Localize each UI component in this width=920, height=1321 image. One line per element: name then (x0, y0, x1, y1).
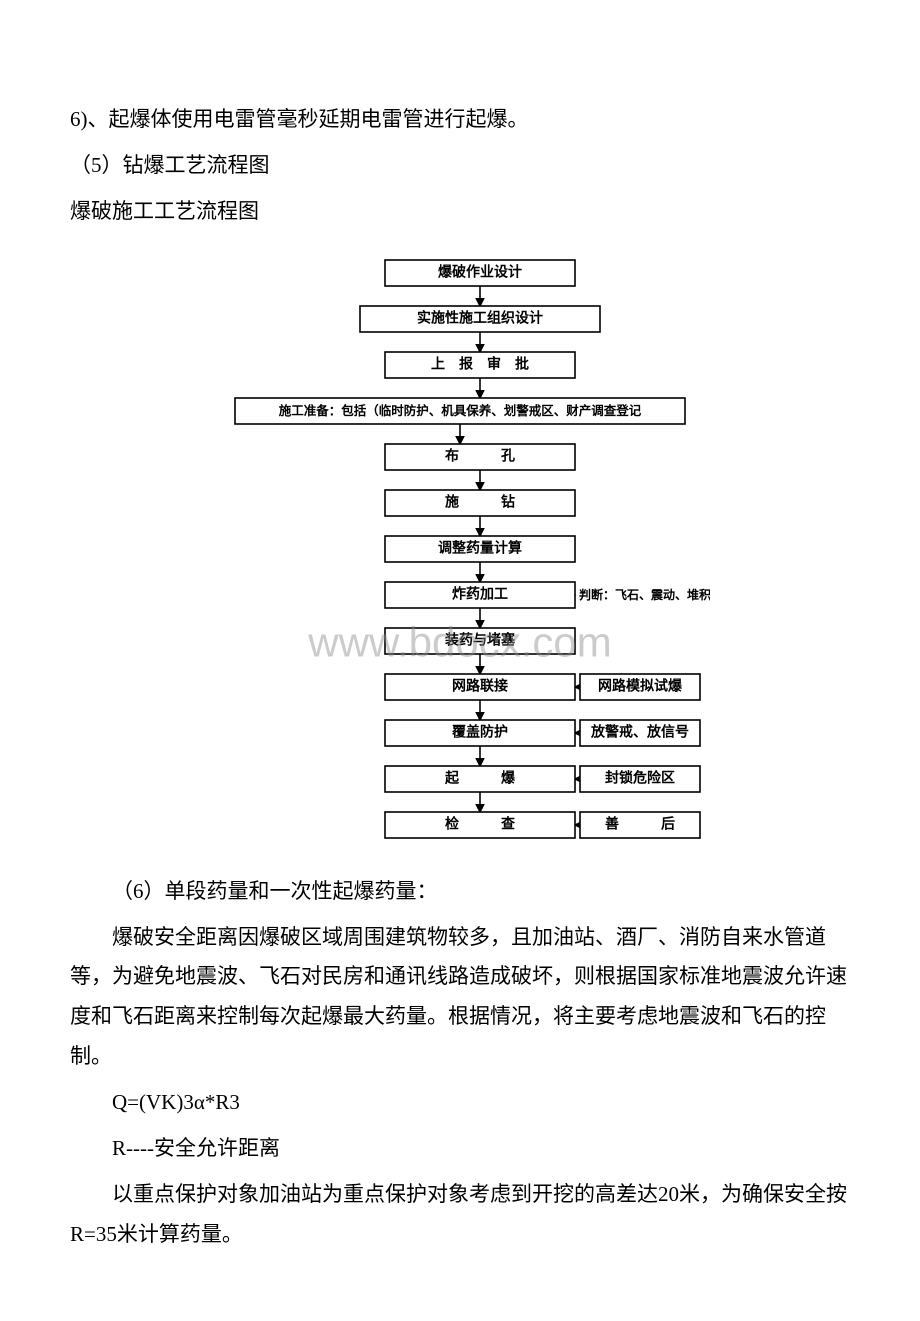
watermark-text: www.bdocx.com (307, 618, 611, 665)
svg-text:施 钻: 施 钻 (445, 493, 515, 510)
svg-text:调整药量计算: 调整药量计算 (438, 539, 522, 556)
text: 以重点保护对象加油站为重点保护对象考虑到开挖的高差达20米，为确保安全按R=35… (70, 1182, 847, 1246)
svg-text:判断：飞石、震动、堆积: 判断：飞石、震动、堆积 (579, 587, 710, 602)
svg-text:施工准备：包括（临时防护、机具保养、划警戒区、财产调查登记: 施工准备：包括（临时防护、机具保养、划警戒区、财产调查登记 (279, 403, 642, 418)
svg-text:封锁危险区: 封锁危险区 (605, 769, 675, 786)
paragraph-8: Q=(VK)3α*R3 (70, 1083, 850, 1123)
text: （6）单段药量和一次性起爆药量： (112, 879, 438, 903)
text: （5）钻爆工艺流程图 (70, 153, 270, 177)
text: 爆破安全距离因爆破区域周围建筑物较多，且加油站、酒厂、消防自来水管道等，为避免地… (70, 925, 847, 1069)
paragraph-1: 6)、起爆体使用电雷管毫秒延期电雷管进行起爆。 (70, 100, 850, 140)
svg-text:上 报 审 批: 上 报 审 批 (431, 355, 529, 372)
paragraph-7: 爆破安全距离因爆破区域周围建筑物较多，且加油站、酒厂、消防自来水管道等，为避免地… (70, 918, 850, 1078)
paragraph-6: （6）单段药量和一次性起爆药量： (70, 872, 850, 912)
paragraph-10: 以重点保护对象加油站为重点保护对象考虑到开挖的高差达20米，为确保安全按R=35… (70, 1175, 850, 1255)
text: R----安全允许距离 (112, 1136, 280, 1160)
svg-text:布 孔: 布 孔 (445, 447, 515, 464)
svg-text:实施性施工组织设计: 实施性施工组织设计 (417, 309, 543, 326)
svg-text:网路联接: 网路联接 (452, 677, 508, 694)
svg-text:检 查: 检 查 (445, 815, 516, 832)
svg-text:放警戒、放信号: 放警戒、放信号 (590, 723, 689, 740)
svg-text:爆破作业设计: 爆破作业设计 (438, 263, 522, 280)
svg-text:起 爆: 起 爆 (444, 769, 516, 786)
flowchart-svg: 爆破作业设计实施性施工组织设计上 报 审 批施工准备：包括（临时防护、机具保养、… (210, 250, 710, 850)
svg-text:覆盖防护: 覆盖防护 (452, 723, 508, 740)
svg-text:炸药加工: 炸药加工 (452, 585, 508, 602)
text: 6)、起爆体使用电雷管毫秒延期电雷管进行起爆。 (70, 107, 529, 131)
flowchart-container: 爆破作业设计实施性施工组织设计上 报 审 批施工准备：包括（临时防护、机具保养、… (70, 250, 850, 850)
svg-text:网路模拟试爆: 网路模拟试爆 (598, 677, 683, 694)
text: Q=(VK)3α*R3 (112, 1090, 240, 1114)
paragraph-9: R----安全允许距离 (70, 1129, 850, 1169)
paragraph-3: 爆破施工工艺流程图 (70, 192, 850, 232)
svg-text:善 后: 善 后 (605, 815, 675, 832)
paragraph-2: （5）钻爆工艺流程图 (70, 146, 850, 186)
text: 爆破施工工艺流程图 (70, 199, 259, 223)
